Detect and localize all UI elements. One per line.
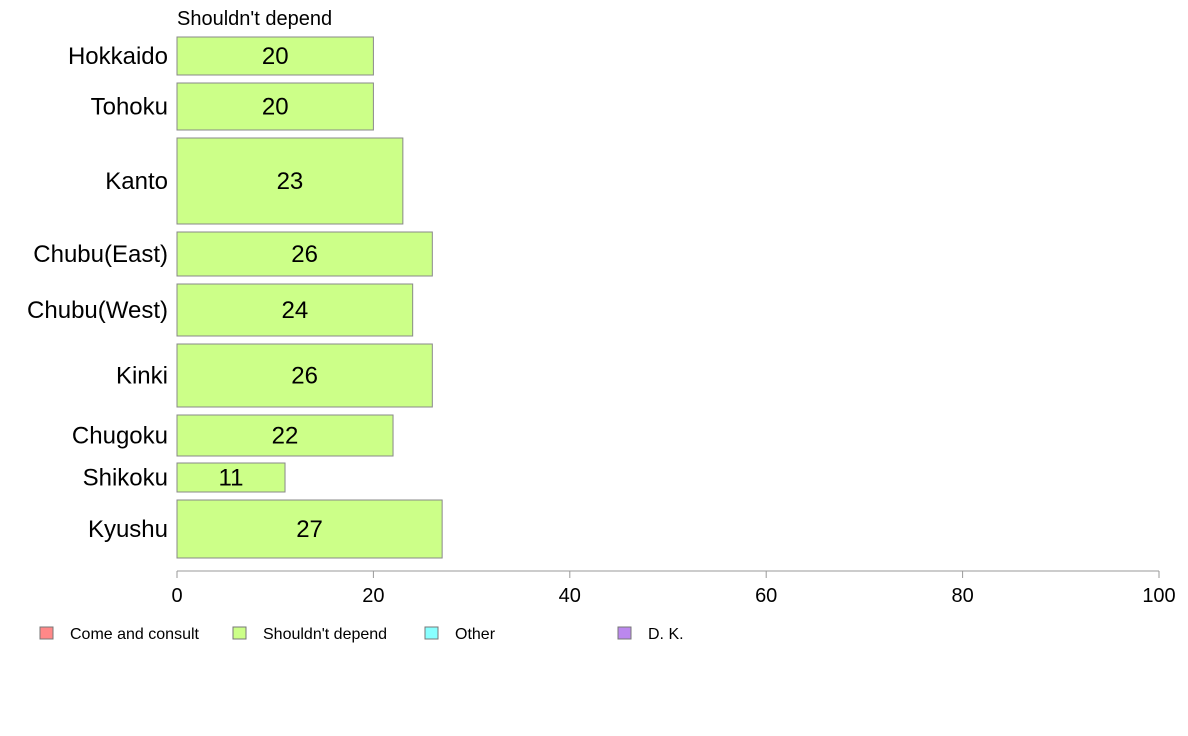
category-label-hokkaido: Hokkaido [68,43,168,70]
legend-label-d-k: D. K. [648,626,684,643]
bar-kanto [176,137,404,225]
legend-label-other: Other [455,626,496,643]
value-label-kyushu: 27 [296,516,323,543]
bar-kyushu [176,499,443,559]
value-label-kanto: 23 [277,168,304,195]
category-label-kanto: Kanto [105,168,168,195]
x-tick-label: 100 [1142,585,1175,607]
legend: Come and consult Shouldn't depend Other D. … [39,626,684,643]
x-tick-label: 60 [755,585,777,607]
category-label-chubu-east: Chubu(East) [33,241,168,268]
category-label-tohoku: Tohoku [91,94,168,121]
category-label-shikoku: Shikoku [83,465,168,492]
bar-chubu-east [176,231,433,277]
bars-group: Hokkaido 20 Tohoku 20 Kanto 23 Chubu(East) 26 Ch… [27,36,443,559]
category-label-kyushu: Kyushu [88,516,168,543]
bar-hokkaido [176,36,374,76]
value-label-hokkaido: 20 [262,43,289,70]
legend-label-shouldn-t-depend: Shouldn't depend [263,626,387,643]
category-label-kinki: Kinki [116,363,168,390]
legend-swatch-other [424,626,439,640]
bar-tohoku [176,82,374,131]
value-label-chubu-west: 24 [281,297,308,324]
value-label-kinki: 26 [291,363,318,390]
bar-shikoku [176,462,286,493]
value-label-tohoku: 20 [262,94,289,121]
x-tick-label: 80 [951,585,973,607]
legend-label-come-and-consult: Come and consult [70,626,200,643]
series-title: Shouldn't depend [177,8,332,30]
value-label-chubu-east: 26 [291,241,318,268]
x-tick-label: 20 [362,585,384,607]
value-label-chugoku: 22 [272,423,299,450]
legend-swatch-shouldn-t-depend [232,626,247,640]
category-label-chugoku: Chugoku [72,423,168,450]
bar-kinki [176,343,433,408]
legend-swatch-d-k [617,626,632,640]
bar-chubu-west [176,283,414,337]
legend-swatch-come-and-consult [39,626,54,640]
value-label-shikoku: 11 [219,465,244,492]
x-tick-label: 40 [559,585,581,607]
x-tick-label: 0 [171,585,182,607]
category-label-chubu-west: Chubu(West) [27,297,168,324]
x-axis: 0 20 40 60 80 100 [171,570,1176,607]
bar-chugoku [176,414,394,457]
